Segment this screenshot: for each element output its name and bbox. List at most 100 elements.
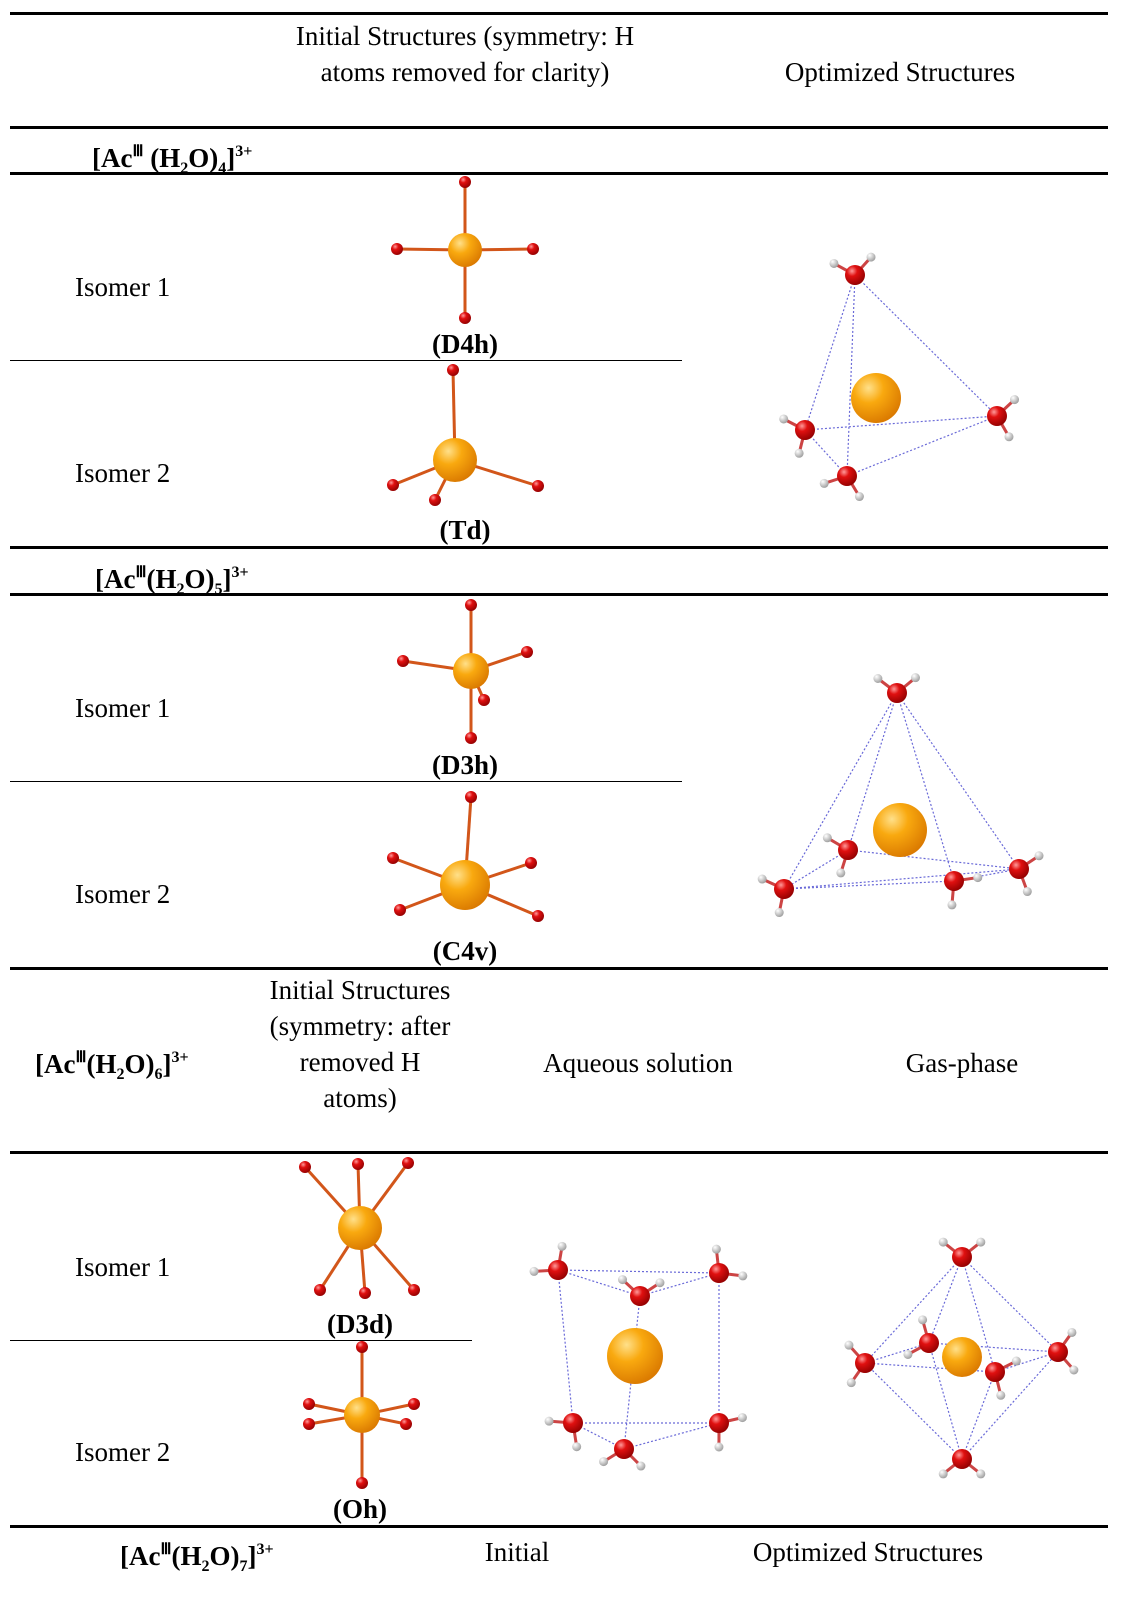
o-atom — [532, 910, 544, 922]
o-atom — [532, 480, 544, 492]
o-atom — [356, 1477, 368, 1489]
ac-atom — [851, 373, 901, 423]
isomer-label: Isomer 2 — [75, 1434, 170, 1470]
o-atom — [845, 265, 865, 285]
h-atom — [976, 1238, 985, 1247]
h-atom — [820, 479, 829, 488]
h-atom — [775, 908, 784, 917]
dotted-link — [558, 1270, 573, 1423]
o-atom — [459, 312, 471, 324]
o-atom — [630, 1286, 650, 1306]
rule — [10, 781, 682, 782]
h-atom — [558, 1242, 567, 1251]
symmetry-label: (Td) — [365, 512, 565, 548]
ac-atom — [448, 233, 482, 267]
o-atom — [465, 732, 477, 744]
o-atom — [525, 857, 537, 869]
dotted-link — [805, 275, 855, 430]
o-atom — [402, 1157, 414, 1169]
symmetry-label: (C4v) — [365, 933, 565, 969]
o-atom — [855, 1353, 875, 1373]
h-atom — [844, 1341, 853, 1350]
h-atom — [867, 253, 876, 262]
h-atom — [918, 1315, 927, 1324]
formula: [AcⅢ(H2O)7]3+ — [120, 1538, 274, 1574]
h-atom — [939, 1469, 948, 1478]
dotted-link — [784, 693, 897, 889]
o-atom — [299, 1161, 311, 1173]
ac-atom — [873, 803, 927, 857]
h-atom — [1067, 1328, 1076, 1337]
o-atom — [459, 176, 471, 188]
formula: [AcⅢ(H2O)5]3+ — [95, 561, 249, 597]
o-atom — [387, 852, 399, 864]
o-atom — [314, 1284, 326, 1296]
h-atom — [947, 900, 956, 909]
rule — [10, 360, 682, 361]
o-atom — [356, 1341, 368, 1353]
ac-atom — [607, 1328, 663, 1384]
page: Initial Structures (symmetry: H atoms re… — [0, 0, 1134, 1605]
o-atom — [709, 1413, 729, 1433]
dotted-link — [865, 1363, 962, 1459]
o-atom — [837, 466, 857, 486]
h-atom — [758, 875, 767, 884]
o-atom — [952, 1449, 972, 1469]
formula: [AcⅢ (H2O)4]3+ — [92, 140, 252, 176]
table-art — [0, 0, 1134, 1605]
rule — [10, 126, 1108, 129]
symmetry-label: (D4h) — [365, 326, 565, 362]
dotted-link — [847, 275, 855, 476]
dotted-link — [962, 1257, 1058, 1352]
ac-atom — [942, 1337, 982, 1377]
o-atom — [887, 683, 907, 703]
o-atom — [919, 1333, 939, 1353]
isomer-label: Isomer 1 — [75, 269, 170, 305]
o-atom — [391, 243, 403, 255]
dotted-link — [624, 1423, 719, 1449]
isomer-label: Isomer 2 — [75, 876, 170, 912]
header-initial: Initial Structures (symmetry: H atoms re… — [265, 18, 665, 90]
isomer-label: Isomer 1 — [75, 690, 170, 726]
header-optimized: Optimized Structures — [700, 54, 1100, 90]
rule — [10, 1525, 1108, 1528]
h-atom — [836, 868, 845, 877]
h-atom — [1023, 887, 1032, 896]
o-atom — [303, 1398, 315, 1410]
ac-atom — [344, 1397, 380, 1433]
o-atom — [563, 1413, 583, 1433]
h-atom — [599, 1457, 608, 1466]
h-atom — [829, 259, 838, 268]
h-atom — [1012, 1357, 1021, 1366]
h-atom — [873, 674, 882, 683]
o-atom — [408, 1398, 420, 1410]
ac-atom — [453, 653, 489, 689]
o-atom — [548, 1260, 568, 1280]
o-atom — [952, 1247, 972, 1267]
h-atom — [903, 1350, 912, 1359]
isomer-label: Isomer 2 — [75, 455, 170, 491]
o-atom — [465, 599, 477, 611]
h-atom — [530, 1267, 539, 1276]
o-atom — [478, 694, 490, 706]
o-atom — [359, 1287, 371, 1299]
formula: [AcⅢ(H2O)6]3+ — [35, 1046, 189, 1082]
h-atom — [976, 1469, 985, 1478]
symmetry-label: (Oh) — [260, 1491, 460, 1527]
rule — [10, 12, 1108, 15]
o-atom — [795, 420, 815, 440]
h-atom — [823, 833, 832, 842]
column-optimized: Optimized Structures — [718, 1534, 1018, 1570]
o-atom — [709, 1263, 729, 1283]
dotted-link — [784, 869, 1019, 889]
h-atom — [545, 1417, 554, 1426]
dotted-link — [558, 1270, 719, 1273]
h-atom — [738, 1413, 747, 1422]
symmetry-label: (D3h) — [365, 747, 565, 783]
o-atom — [1009, 859, 1029, 879]
o-atom — [387, 479, 399, 491]
ac-atom — [433, 438, 477, 482]
o-atom — [447, 364, 459, 376]
dotted-link — [848, 850, 1019, 869]
h-atom — [655, 1278, 664, 1287]
